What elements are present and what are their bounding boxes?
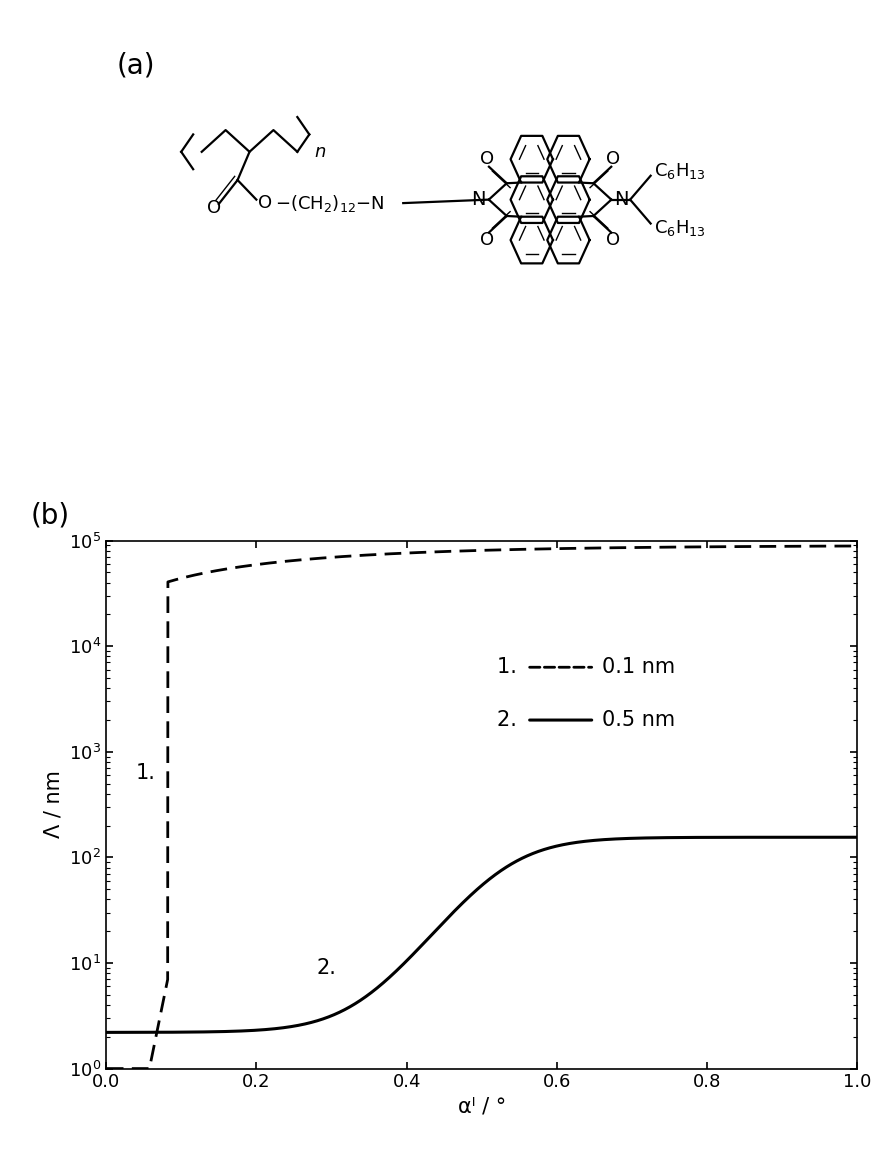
Text: 1.: 1. (497, 657, 530, 677)
Text: N: N (471, 190, 486, 209)
Text: C$_6$H$_{13}$: C$_6$H$_{13}$ (654, 161, 706, 182)
Text: O: O (606, 231, 620, 249)
Text: O: O (207, 199, 221, 217)
Text: 2.: 2. (497, 710, 530, 730)
Text: O: O (480, 149, 494, 168)
Text: $-$(CH$_2$)$_{12}$$-$N: $-$(CH$_2$)$_{12}$$-$N (275, 193, 385, 214)
Text: O: O (480, 231, 494, 249)
Text: 2.: 2. (316, 958, 336, 978)
Y-axis label: Λ / nm: Λ / nm (43, 771, 64, 839)
Text: (b): (b) (31, 502, 70, 530)
Text: (a): (a) (117, 52, 155, 79)
Text: O: O (606, 149, 620, 168)
Text: n: n (315, 142, 326, 161)
X-axis label: αᴵ / °: αᴵ / ° (458, 1097, 506, 1117)
Text: O: O (258, 194, 272, 213)
Text: C$_6$H$_{13}$: C$_6$H$_{13}$ (654, 218, 706, 238)
Text: 0.1 nm: 0.1 nm (602, 657, 675, 677)
Text: 1.: 1. (136, 763, 156, 782)
Text: 0.5 nm: 0.5 nm (602, 710, 675, 730)
Text: N: N (614, 190, 629, 209)
